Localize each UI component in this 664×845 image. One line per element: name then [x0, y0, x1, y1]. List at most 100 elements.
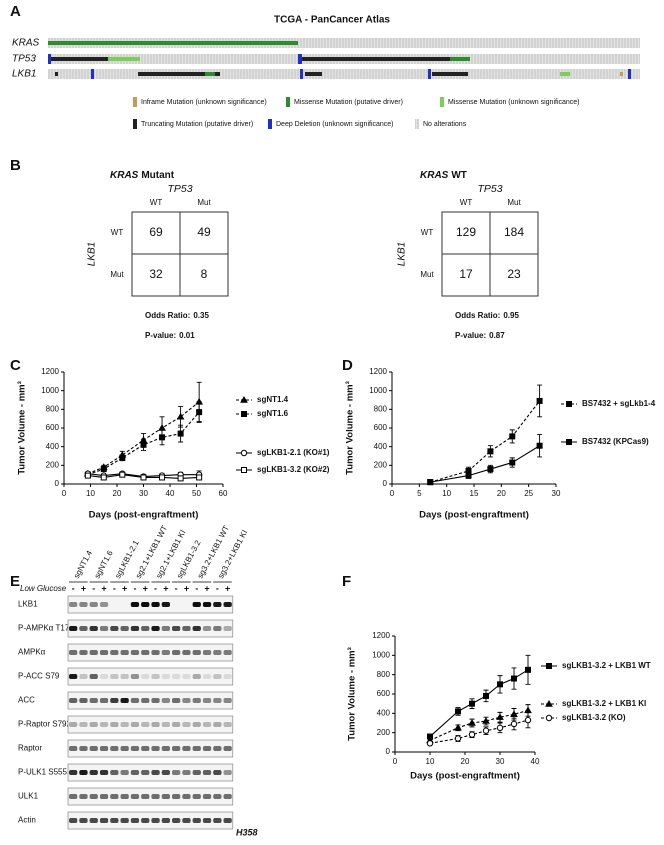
y-tick-label: 200	[377, 728, 391, 737]
legend-label: BS7432 (KPCas9)	[582, 437, 649, 446]
legend-marker	[240, 395, 248, 403]
band	[151, 770, 160, 775]
band	[161, 818, 170, 823]
band	[223, 770, 232, 775]
p-val: 0.87	[489, 331, 505, 340]
band	[120, 626, 129, 631]
alteration	[138, 72, 205, 76]
x-tick-label: 10	[426, 757, 435, 766]
row-header: LKB1	[87, 242, 98, 266]
series-line	[430, 445, 540, 483]
alteration	[51, 57, 108, 61]
row-label: Mut	[110, 270, 124, 279]
band	[202, 746, 212, 751]
table-cell: 129	[456, 225, 476, 239]
table-title: KRAS Mutant	[110, 170, 175, 181]
y-tick-label: 1200	[369, 367, 387, 376]
band	[79, 770, 88, 775]
band	[79, 626, 88, 631]
y-tick-label: 1200	[372, 631, 390, 640]
band	[99, 722, 109, 727]
marker	[482, 727, 490, 734]
oncoprint-title: TCGA - PanCancer Atlas	[274, 15, 390, 26]
row-label: P-Raptor S792	[18, 720, 71, 729]
x-tick-label: 40	[166, 489, 175, 498]
x-tick-label: 25	[524, 489, 533, 498]
marker	[509, 433, 516, 440]
band	[182, 770, 191, 775]
odds-value: 0.95	[503, 311, 519, 320]
row-label: WT	[421, 228, 434, 237]
band	[141, 626, 150, 631]
band	[69, 794, 78, 799]
marker	[509, 459, 516, 466]
condition-sign: -	[154, 583, 157, 593]
alteration	[298, 54, 302, 64]
band	[161, 794, 170, 799]
band	[69, 674, 78, 679]
marker	[454, 723, 462, 731]
odds-ratio: Odds Ratio: 0.95	[455, 311, 519, 320]
alteration	[300, 69, 303, 79]
y-tick-label: 200	[46, 460, 60, 469]
band	[161, 650, 170, 655]
y-tick-label: 400	[46, 442, 60, 451]
legend-label: sgLKB1-3.2 (KO)	[562, 713, 626, 722]
marker	[196, 409, 203, 416]
band	[89, 698, 98, 703]
blot-frame	[67, 619, 234, 638]
band	[130, 602, 140, 607]
band	[192, 722, 201, 727]
band	[202, 602, 212, 607]
band	[213, 746, 222, 751]
x-tick-label: 5	[417, 489, 422, 498]
band	[172, 698, 181, 703]
band	[89, 626, 98, 631]
y-tick-label: 600	[377, 689, 391, 698]
odds-label: Odds Ratio:	[455, 311, 500, 320]
condition-sign: +	[122, 583, 127, 593]
table-cell: 17	[459, 267, 473, 281]
band	[151, 818, 160, 823]
title-gene: KRAS	[110, 170, 139, 181]
band	[161, 698, 170, 703]
row-label: Raptor	[18, 744, 42, 753]
condition-sign: +	[163, 583, 168, 593]
alteration	[628, 69, 631, 79]
x-tick-label: 20	[461, 757, 470, 766]
marker	[483, 692, 489, 699]
band	[120, 698, 129, 703]
band	[192, 650, 201, 655]
y-axis-title: Tumor Volume - mm³	[347, 647, 358, 741]
y-tick-label: 0	[55, 479, 60, 488]
band	[192, 698, 201, 703]
odds-value: 0.35	[193, 311, 209, 320]
marker	[482, 717, 490, 724]
band	[69, 818, 78, 823]
gene-label: TP53	[12, 54, 36, 65]
band	[141, 770, 150, 775]
legend-label: Truncating Mutation (putative driver)	[141, 121, 253, 128]
marker	[468, 731, 476, 738]
gene-label: LKB1	[12, 69, 36, 80]
x-axis-title: Days (post-engraftment)	[89, 510, 199, 521]
band	[202, 818, 212, 823]
band	[213, 698, 222, 703]
band	[69, 602, 78, 607]
band	[141, 722, 150, 727]
band	[172, 722, 181, 727]
legend-label: sgNT1.6	[257, 409, 289, 418]
x-tick-label: 10	[442, 489, 451, 498]
legend-marker	[241, 467, 247, 473]
x-tick-label: 50	[192, 489, 201, 498]
alteration	[108, 57, 140, 61]
marker	[454, 735, 462, 742]
legend-label: sgLKB1-3.2 + LKB1 KI	[562, 699, 646, 708]
p-val: 0.01	[179, 331, 195, 340]
band	[110, 626, 119, 631]
band	[161, 602, 170, 607]
table-cell: 23	[507, 267, 521, 281]
band	[182, 794, 191, 799]
band	[141, 698, 150, 703]
